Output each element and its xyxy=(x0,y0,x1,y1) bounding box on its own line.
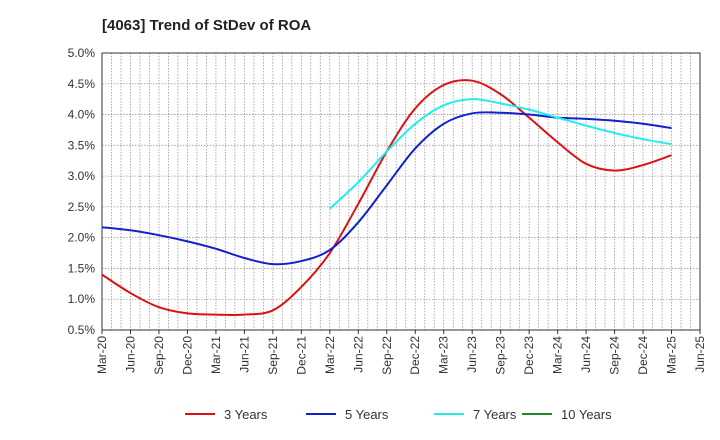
series-line-7-years xyxy=(329,98,672,210)
legend-item: 3 Years xyxy=(185,407,268,422)
y-axis: 0.5% 1.0% 1.5% 2.0% 2.5% 3.0% 3.5% 4.0% 4.5% 5.0% xyxy=(68,46,96,337)
series-line-5-years xyxy=(101,111,672,266)
chart-title: [4063] Trend of StDev of ROA xyxy=(102,17,311,34)
x-tick-label: Mar-20 xyxy=(95,336,109,374)
x-tick-label: Jun-20 xyxy=(123,336,137,373)
x-tick-label: Jun-25 xyxy=(693,336,707,373)
x-tick-label: Sep-20 xyxy=(152,336,166,375)
x-tick-label: Mar-25 xyxy=(665,336,679,374)
legend-label: 5 Years xyxy=(345,407,389,422)
x-tick-label: Mar-23 xyxy=(437,336,451,374)
y-tick-label: 0.5% xyxy=(68,323,96,337)
x-tick-label: Dec-24 xyxy=(636,336,650,375)
x-tick-label: Mar-21 xyxy=(209,336,223,374)
legend: 3 Years 5 Years 7 Years 10 Years xyxy=(185,407,612,422)
x-tick-label: Jun-21 xyxy=(237,336,251,373)
x-tick-label: Sep-23 xyxy=(494,336,508,375)
legend-item: 10 Years xyxy=(522,407,612,422)
x-tick-label: Dec-22 xyxy=(408,336,422,375)
legend-label: 3 Years xyxy=(224,407,268,422)
x-tick-label: Jun-24 xyxy=(579,336,593,373)
legend-label: 10 Years xyxy=(561,407,612,422)
y-tick-label: 3.5% xyxy=(68,138,96,152)
x-tick-label: Jun-23 xyxy=(465,336,479,373)
y-tick-label: 1.5% xyxy=(68,261,96,275)
legend-label: 7 Years xyxy=(473,407,517,422)
x-tick-label: Mar-24 xyxy=(551,336,565,374)
legend-item: 7 Years xyxy=(434,407,517,422)
x-tick-label: Sep-21 xyxy=(266,336,280,375)
x-tick-label: Mar-22 xyxy=(323,336,337,374)
y-tick-label: 5.0% xyxy=(68,46,96,60)
plot-border xyxy=(101,52,701,331)
y-tick-label: 1.0% xyxy=(68,292,96,306)
x-tick-label: Jun-22 xyxy=(351,336,365,373)
x-axis: Mar-20 Jun-20 Sep-20 Dec-20 Mar-21 Jun-21 Sep-… xyxy=(95,330,707,375)
y-tick-label: 4.0% xyxy=(68,108,96,122)
x-tick-label: Dec-20 xyxy=(180,336,194,375)
y-tick-label: 2.0% xyxy=(68,231,96,245)
x-tick-label: Sep-24 xyxy=(608,336,622,375)
y-tick-label: 3.0% xyxy=(68,169,96,183)
legend-item: 5 Years xyxy=(306,407,389,422)
x-tick-label: Dec-23 xyxy=(522,336,536,375)
x-tick-label: Sep-22 xyxy=(380,336,394,375)
plot-area xyxy=(101,52,701,331)
y-tick-label: 2.5% xyxy=(68,200,96,214)
y-tick-label: 4.5% xyxy=(68,77,96,91)
x-tick-label: Dec-21 xyxy=(294,336,308,375)
